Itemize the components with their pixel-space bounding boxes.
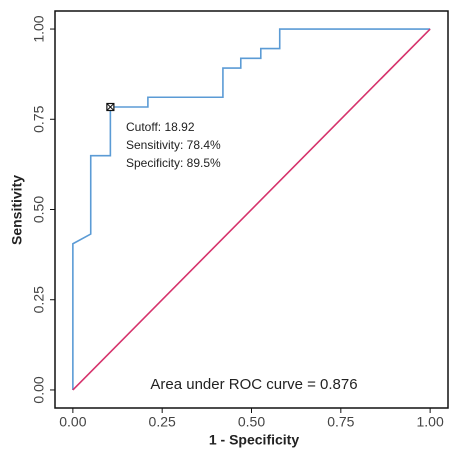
y-tick-label: 1.00 <box>31 15 47 42</box>
x-tick-label: 0.25 <box>149 414 176 430</box>
x-tick-label: 0.75 <box>327 414 354 430</box>
roc-line <box>72 28 431 390</box>
annotation: Cutoff: 18.92 <box>126 120 195 134</box>
x-tick-label: 1.00 <box>417 414 444 430</box>
marker-part <box>106 103 115 111</box>
y-tick-label: 0.75 <box>31 105 47 132</box>
roc-line <box>72 28 431 391</box>
y-tick-label: 0.25 <box>31 286 47 313</box>
y-tick-label: 0.50 <box>31 196 47 223</box>
x-axis-label: 1 - Specificity <box>209 432 299 448</box>
cutoff-marker <box>106 102 115 112</box>
x-tick-label: 0.50 <box>238 414 265 430</box>
auc-label: Area under ROC curve = 0.876 <box>150 376 357 393</box>
y-axis-label: Sensitivity <box>9 175 25 245</box>
annotation: Sensitivity: 78.4% <box>126 138 221 152</box>
x-tick-label: 0.00 <box>59 414 86 430</box>
y-tick-label: 0.00 <box>31 376 47 403</box>
annotation: Specificity: 89.5% <box>126 156 221 170</box>
